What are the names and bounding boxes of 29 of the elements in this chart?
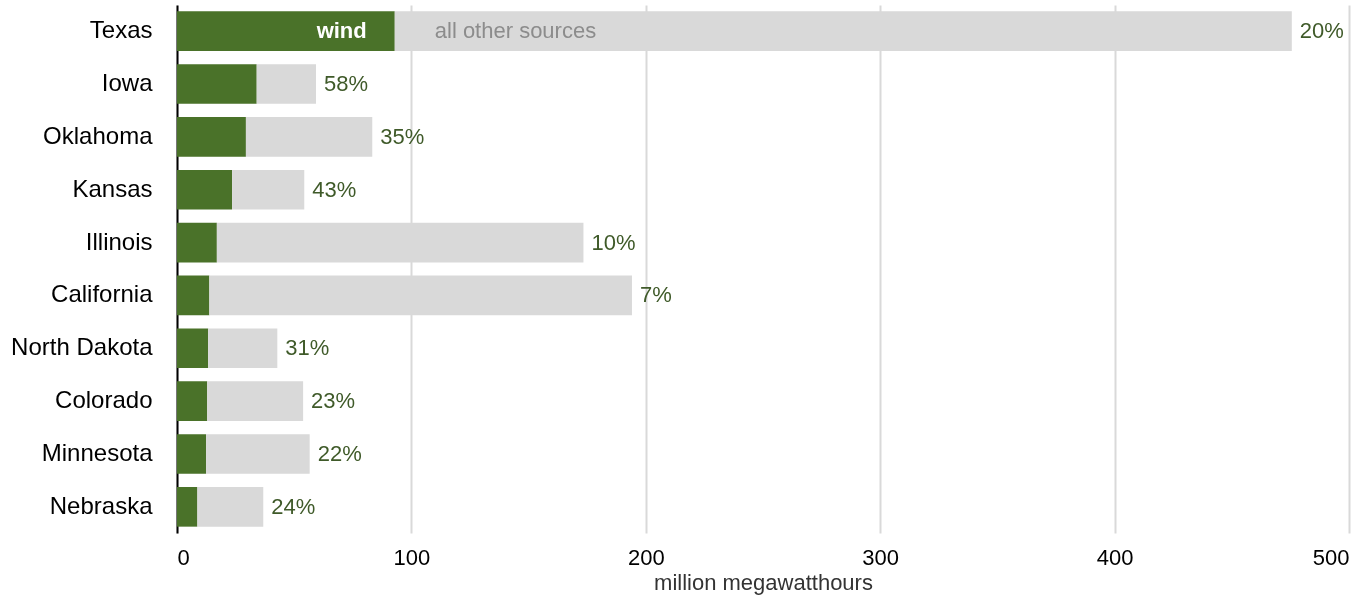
x-tick-label: 0 xyxy=(177,544,190,570)
annotation: 58% xyxy=(324,71,369,97)
y-tick-label: Oklahoma xyxy=(43,121,154,149)
series-label: wind xyxy=(315,18,367,44)
y-tick-label: Kansas xyxy=(72,174,153,202)
y-tick-label: Colorado xyxy=(55,386,153,414)
x-tick-label: 500 xyxy=(1312,544,1350,570)
y-tick-label: Iowa xyxy=(101,69,154,97)
y-tick-label: Nebraska xyxy=(49,491,154,519)
y-tick-label: Minnesota xyxy=(41,438,154,466)
x-tick-label: 100 xyxy=(393,544,431,570)
series-label: all other sources xyxy=(434,18,597,44)
y-tick-label: Texas xyxy=(89,16,153,44)
annotation: 31% xyxy=(285,335,330,361)
annotation: 10% xyxy=(591,229,636,255)
x-tick-label: 300 xyxy=(862,544,900,570)
annotation: 22% xyxy=(317,440,362,466)
x-tick-label: 400 xyxy=(1096,544,1134,570)
x-axis-title: million megawatthours xyxy=(654,569,873,595)
annotation: 7% xyxy=(639,282,672,308)
y-tick-label: North Dakota xyxy=(11,333,154,361)
y-tick-label: California xyxy=(51,280,154,308)
annotation: 43% xyxy=(312,176,357,202)
annotation: 35% xyxy=(380,123,425,149)
annotation: 20% xyxy=(1299,18,1344,44)
x-tick-label: 200 xyxy=(627,544,665,570)
annotation: 23% xyxy=(311,388,356,414)
annotation: 24% xyxy=(271,493,316,519)
y-tick-label: Illinois xyxy=(85,227,153,255)
